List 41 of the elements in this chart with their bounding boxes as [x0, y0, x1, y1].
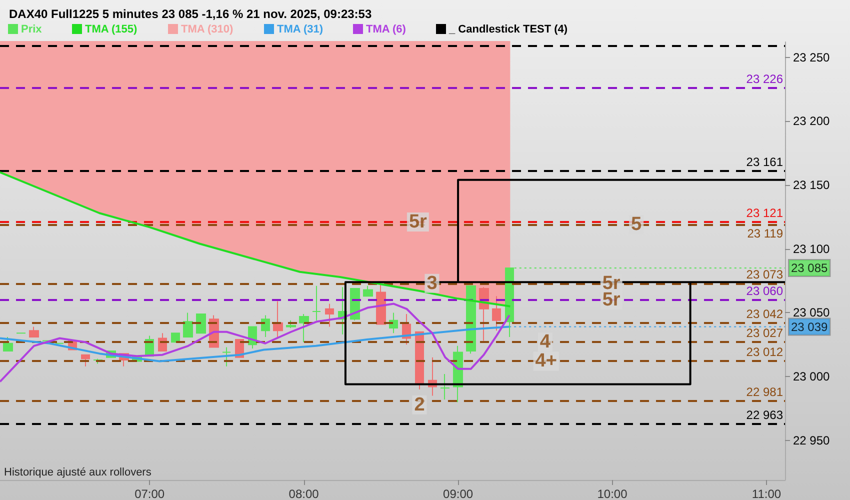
ref-line-label: 23 226: [746, 72, 784, 86]
ref-line-label: 22 981: [746, 384, 784, 399]
y-tick-label: 23 150: [793, 178, 830, 192]
legend-label: _ Candlestick TEST (4): [448, 24, 568, 36]
annotation: 4: [540, 332, 551, 353]
ref-line-label: 22 963: [746, 408, 784, 422]
legend-label: TMA (6): [366, 24, 406, 36]
ref-line-label: 23 042: [746, 306, 784, 321]
y-tick-label: 23 250: [793, 50, 830, 64]
annotation: 5r: [602, 272, 621, 294]
legend-label: TMA (31): [277, 24, 324, 36]
annotation: 5: [631, 214, 642, 236]
y-tick-label: 23 200: [793, 114, 830, 128]
ref-line-label: 23 121: [746, 206, 784, 220]
annotation: 23 085: [791, 261, 828, 276]
annotation: 5r: [408, 212, 428, 233]
ref-line-label: 23 012: [746, 345, 784, 360]
x-tick-label: 10:00: [597, 487, 628, 500]
annotation: 4+: [535, 350, 557, 372]
legend-label: TMA (310): [181, 24, 234, 36]
y-tick-label: 23 050: [793, 306, 830, 320]
annotation: 5r: [602, 289, 621, 310]
ref-line-label: 23 073: [746, 267, 784, 282]
x-tick-label: 11:00: [752, 487, 782, 500]
chart-title: DAX40 Full1225 5 minutes 23 085 -1,16 % 21 nov. 2025, 09:23:53: [9, 7, 372, 21]
annotation: 2: [414, 394, 425, 416]
legend-label: TMA (155): [85, 24, 138, 36]
annotation: 23 039: [791, 320, 828, 334]
x-tick-label: 08:00: [288, 487, 320, 500]
annotation: Historique ajusté aux rollovers: [4, 466, 152, 478]
ref-line-label: 23 060: [746, 284, 784, 298]
y-tick-label: 23 000: [793, 370, 830, 384]
y-tick-label: 22 950: [793, 433, 830, 448]
y-tick-label: 23 100: [793, 242, 830, 256]
legend-label: Prix: [21, 24, 43, 36]
annotation: 3: [426, 272, 438, 294]
ref-line-label: 23 027: [746, 326, 784, 340]
x-tick-label: 07:00: [134, 487, 165, 500]
x-tick-label: 09:00: [443, 487, 474, 500]
ref-line-label: 23 161: [746, 154, 784, 169]
ref-line-label: 23 119: [747, 226, 784, 241]
